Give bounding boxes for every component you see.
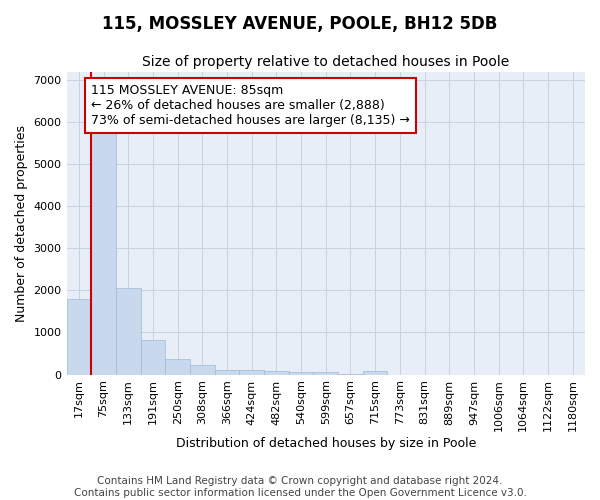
Bar <box>289 372 313 374</box>
Bar <box>215 370 239 374</box>
Text: Contains HM Land Registry data © Crown copyright and database right 2024.
Contai: Contains HM Land Registry data © Crown c… <box>74 476 526 498</box>
Bar <box>239 370 264 374</box>
Bar <box>116 288 140 374</box>
Text: 115 MOSSLEY AVENUE: 85sqm
← 26% of detached houses are smaller (2,888)
73% of se: 115 MOSSLEY AVENUE: 85sqm ← 26% of detac… <box>91 84 410 127</box>
Bar <box>190 365 215 374</box>
X-axis label: Distribution of detached houses by size in Poole: Distribution of detached houses by size … <box>176 437 476 450</box>
Text: 115, MOSSLEY AVENUE, POOLE, BH12 5DB: 115, MOSSLEY AVENUE, POOLE, BH12 5DB <box>103 15 497 33</box>
Y-axis label: Number of detached properties: Number of detached properties <box>15 124 28 322</box>
Bar <box>67 299 91 374</box>
Bar <box>264 371 289 374</box>
Title: Size of property relative to detached houses in Poole: Size of property relative to detached ho… <box>142 55 509 69</box>
Bar <box>363 371 388 374</box>
Bar <box>165 358 190 374</box>
Bar <box>91 132 116 374</box>
Bar <box>140 340 165 374</box>
Bar <box>313 372 338 374</box>
